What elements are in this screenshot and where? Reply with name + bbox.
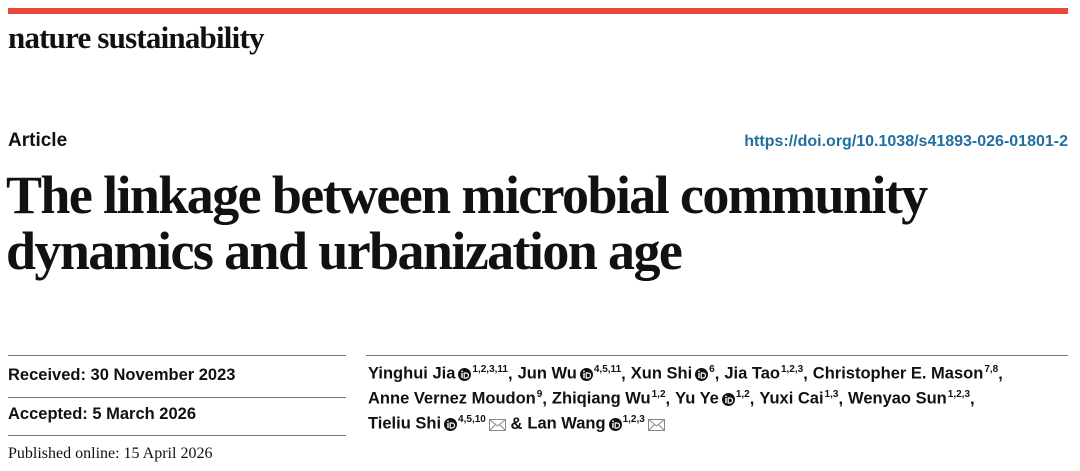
author-name: Jia Tao	[724, 364, 780, 383]
author-name: Xun Shi	[630, 364, 693, 383]
affiliations: 1,3	[824, 389, 839, 400]
divider	[366, 355, 1068, 356]
email-icon[interactable]	[647, 418, 665, 431]
affiliations: 1,2	[735, 389, 750, 400]
divider	[8, 397, 346, 398]
author-name: Yu Ye	[675, 389, 719, 408]
divider	[8, 435, 346, 436]
separator: ,	[508, 364, 513, 383]
affiliations: 6	[709, 364, 715, 375]
accepted-date: Accepted: 5 March 2026	[8, 405, 197, 423]
title-line: dynamics and urbanization age	[6, 221, 683, 281]
author-name: Lan Wang	[527, 414, 606, 433]
title-line: The linkage between microbial community	[6, 165, 928, 225]
author-name: Tieliu Shi	[368, 414, 442, 433]
affiliations: 4,5,10	[458, 414, 486, 425]
author-name: Anne Vernez Moudon	[368, 389, 536, 408]
doi-link[interactable]: https://doi.org/10.1038/s41893-026-01801…	[744, 133, 1068, 150]
separator: ,	[998, 364, 1003, 383]
affiliations: 1,2,3	[947, 389, 971, 400]
published-date: Published online: 15 April 2026	[8, 445, 213, 462]
author-name: Yinghui Jia	[368, 364, 456, 383]
separator: ,	[838, 389, 844, 408]
affiliations: 7,8	[984, 364, 999, 375]
divider	[8, 355, 346, 356]
author-name: Wenyao Sun	[848, 389, 947, 408]
top-bar	[8, 8, 1068, 14]
conjunction: &	[510, 414, 523, 433]
journal-name: nature sustainability	[8, 20, 264, 55]
email-icon[interactable]	[488, 418, 506, 431]
separator: ,	[749, 389, 755, 408]
affiliations: 9	[536, 389, 543, 400]
affiliations: 4,5,11	[593, 364, 622, 375]
author-name: Christopher E. Mason	[812, 364, 984, 383]
separator: ,	[970, 389, 975, 408]
affiliations: 1,2,3,11	[472, 364, 508, 375]
affiliations: 1,2	[651, 389, 666, 400]
separator: ,	[621, 364, 626, 383]
orcid-icon[interactable]	[721, 392, 735, 406]
orcid-icon[interactable]	[579, 367, 593, 381]
affiliations: 1,2,3	[622, 414, 645, 425]
orcid-icon[interactable]	[458, 367, 472, 381]
orcid-icon[interactable]	[608, 417, 622, 431]
author-line: Anne Vernez Moudon9, Zhiqiang Wu1,2, Yu Ye…	[368, 389, 980, 409]
author-name: Zhiqiang Wu	[551, 389, 651, 408]
affiliations: 1,2,3	[780, 364, 804, 375]
author-line: Yinghui Jia 1,2,3,11, Jun Wu 4,5,11, Xun Shi…	[368, 364, 1008, 384]
author-name: Yuxi Cai	[759, 389, 824, 408]
orcid-icon[interactable]	[695, 367, 709, 381]
author-name: Jun Wu	[517, 364, 577, 383]
orcid-icon[interactable]	[444, 417, 458, 431]
author-line: Tieliu Shi 4,5,10 & Lan Wang 1,2,3	[368, 414, 665, 434]
article-type: Article	[8, 130, 68, 151]
received-date: Received: 30 November 2023	[8, 366, 236, 384]
separator: ,	[542, 389, 547, 408]
separator: ,	[665, 389, 671, 408]
separator: ,	[714, 364, 720, 383]
separator: ,	[803, 364, 808, 383]
